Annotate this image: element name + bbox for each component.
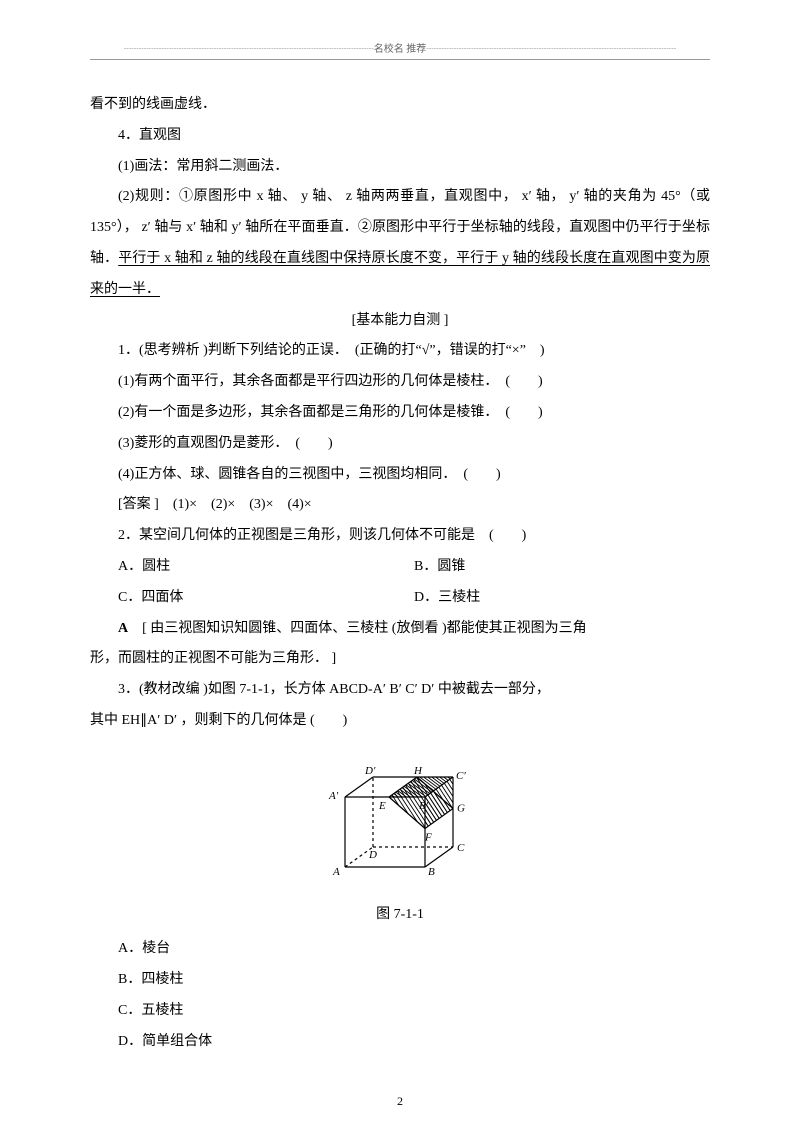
text-line: (1)画法：常用斜二测画法． — [90, 152, 710, 183]
option-a: A．圆柱 — [90, 552, 414, 583]
option-d: D．三棱柱 — [414, 583, 710, 614]
answer-2-cont: 形，而圆柱的正视图不可能为三角形． ] — [90, 644, 710, 675]
option-d: D．简单组合体 — [90, 1027, 710, 1058]
option-b: B．四棱柱 — [90, 965, 710, 996]
text-line: 看不到的线画虚线． — [90, 90, 710, 121]
page: ┈┈┈┈┈┈┈┈┈┈┈┈┈┈┈┈┈┈┈┈┈┈┈┈┈名校名 推荐┈┈┈┈┈┈┈┈┈… — [0, 0, 800, 1133]
heading-4: 4．直观图 — [90, 121, 710, 152]
svg-text:H: H — [413, 765, 423, 777]
question-1-4: (4)正方体、球、圆锥各自的三视图中，三视图均相同． ( ) — [90, 460, 710, 491]
svg-text:C′: C′ — [456, 770, 466, 782]
body: 看不到的线画虚线． 4．直观图 (1)画法：常用斜二测画法． (2)规则：①原图… — [90, 90, 710, 1058]
option-c: C．四面体 — [90, 583, 414, 614]
cuboid-diagram: A B C D A′ B′ C′ D′ E F G H — [315, 745, 485, 885]
option-row: A．圆柱 B．圆锥 — [90, 552, 710, 583]
svg-text:A: A — [332, 866, 340, 878]
svg-text:C: C — [457, 842, 465, 854]
question-1-3: (3)菱形的直观图仍是菱形． ( ) — [90, 429, 710, 460]
header-divider — [90, 59, 710, 60]
underlined-text: 平行于 x 轴和 z 轴的线段在直线图中保持原长度不变，平行于 y 轴的线段长度… — [90, 251, 710, 297]
option-a: A．棱台 — [90, 934, 710, 965]
svg-text:D′: D′ — [364, 765, 376, 777]
answer-2: A [ 由三视图知识知圆锥、四面体、三棱柱 (放倒看 )都能使其正视图为三角 — [90, 614, 710, 645]
svg-text:G: G — [457, 802, 465, 814]
question-1-1: (1)有两个面平行，其余各面都是平行四边形的几何体是棱柱． ( ) — [90, 367, 710, 398]
question-1-2: (2)有一个面是多边形，其余各面都是三角形的几何体是棱锥． ( ) — [90, 398, 710, 429]
question-1: 1．(思考辨析 )判断下列结论的正误． (正确的打“√”，错误的打“×” ) — [90, 336, 710, 367]
question-3-cont: 其中 EH∥A′ D′ ，则剩下的几何体是 ( ) — [90, 706, 710, 737]
question-3: 3．(教材改编 )如图 7-1-1，长方体 ABCD-A′ B′ C′ D′ 中… — [90, 675, 710, 706]
svg-text:E: E — [378, 800, 386, 812]
svg-text:B: B — [428, 866, 435, 878]
option-block: A．棱台 B．四棱柱 C．五棱柱 D．简单组合体 — [90, 934, 710, 1057]
page-number: 2 — [0, 1094, 800, 1109]
question-2: 2．某空间几何体的正视图是三角形，则该几何体不可能是 ( ) — [90, 521, 710, 552]
figure-caption: 图 7-1-1 — [90, 900, 710, 931]
section-title: [基本能力自测 ] — [90, 306, 710, 337]
svg-text:B′: B′ — [419, 800, 429, 812]
option-row: C．四面体 D．三棱柱 — [90, 583, 710, 614]
option-b: B．圆锥 — [414, 552, 710, 583]
answer-1: [答案 ] (1)× (2)× (3)× (4)× — [90, 490, 710, 521]
option-c: C．五棱柱 — [90, 996, 710, 1027]
svg-text:A′: A′ — [328, 790, 339, 802]
header-text: ┈┈┈┈┈┈┈┈┈┈┈┈┈┈┈┈┈┈┈┈┈┈┈┈┈名校名 推荐┈┈┈┈┈┈┈┈┈… — [90, 40, 710, 55]
svg-text:F: F — [424, 831, 432, 843]
answer-letter: A — [118, 621, 128, 636]
text-paragraph: (2)规则：①原图形中 x 轴、 y 轴、 z 轴两两垂直，直观图中， x′ 轴… — [90, 182, 710, 305]
figure-7-1-1: A B C D A′ B′ C′ D′ E F G H — [90, 745, 710, 898]
svg-text:D: D — [368, 849, 377, 861]
